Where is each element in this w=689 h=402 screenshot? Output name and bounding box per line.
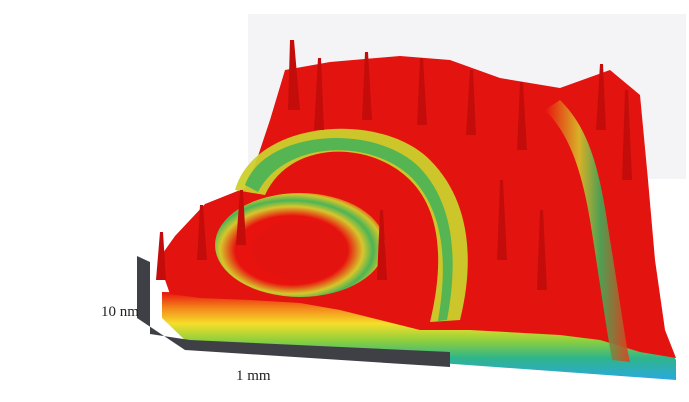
width-scale-label: 1 mm bbox=[236, 368, 271, 384]
scale-bar bbox=[137, 256, 450, 367]
surface-right-channel bbox=[545, 100, 630, 362]
height-scale-label: 10 nm bbox=[101, 304, 139, 320]
surface-spikes bbox=[156, 40, 632, 290]
surface-arc-band bbox=[235, 128, 468, 322]
surface-small-ring-center bbox=[252, 220, 348, 280]
